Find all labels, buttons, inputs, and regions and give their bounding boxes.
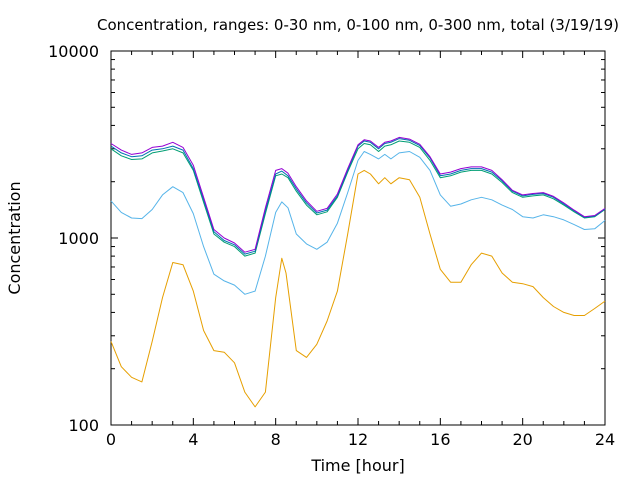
series-group [110,136,606,408]
y-tick-label: 100 [68,416,99,435]
x-tick-label: 4 [188,430,198,449]
chart-title: Concentration, ranges: 0-30 nm, 0-100 nm… [97,16,619,34]
x-axis-label: Time [hour] [310,456,404,475]
x-tick-label: 8 [271,430,281,449]
series-line-4 [110,138,606,255]
series-line-2 [110,151,606,295]
y-tick-label: 1000 [58,229,99,248]
series-line-1 [110,169,606,408]
plot-frame [110,50,606,426]
x-tick-label: 20 [512,430,532,449]
y-axis-label: Concentration [5,181,24,294]
x-tick-label: 16 [430,430,450,449]
x-tick-label: 0 [106,430,116,449]
y-tick-label: 10000 [48,42,99,61]
axis-ticks: 0 4 8 12 16 20 24 100 1000 10000 [48,42,615,449]
series-line-5 [110,136,606,253]
x-tick-label: 12 [348,430,368,449]
x-tick-label: 24 [595,430,615,449]
series-line-3 [110,140,606,257]
